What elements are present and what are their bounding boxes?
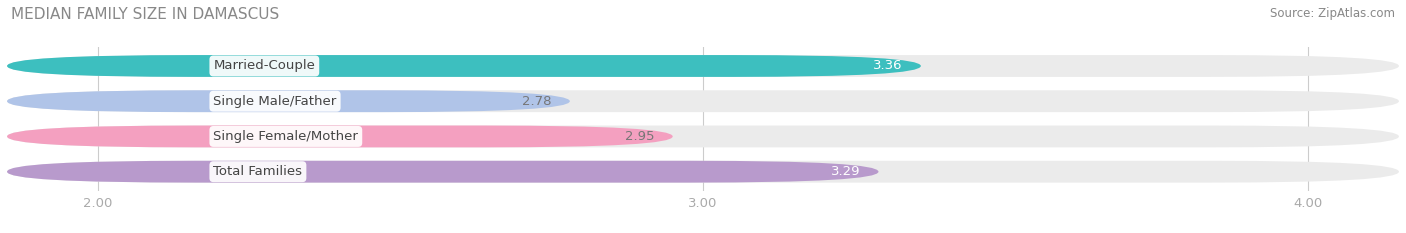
FancyBboxPatch shape [7, 126, 672, 147]
FancyBboxPatch shape [7, 55, 1399, 77]
Text: 2.95: 2.95 [626, 130, 655, 143]
FancyBboxPatch shape [7, 126, 1399, 147]
Text: 3.29: 3.29 [831, 165, 860, 178]
Text: Single Male/Father: Single Male/Father [214, 95, 336, 108]
Text: 2.78: 2.78 [522, 95, 551, 108]
FancyBboxPatch shape [7, 90, 569, 112]
Text: Single Female/Mother: Single Female/Mother [214, 130, 359, 143]
FancyBboxPatch shape [7, 161, 879, 183]
FancyBboxPatch shape [7, 90, 1399, 112]
Text: Married-Couple: Married-Couple [214, 59, 315, 72]
FancyBboxPatch shape [7, 161, 1399, 183]
Text: MEDIAN FAMILY SIZE IN DAMASCUS: MEDIAN FAMILY SIZE IN DAMASCUS [11, 7, 280, 22]
Text: Source: ZipAtlas.com: Source: ZipAtlas.com [1270, 7, 1395, 20]
Text: 3.36: 3.36 [873, 59, 903, 72]
Text: Total Families: Total Families [214, 165, 302, 178]
FancyBboxPatch shape [7, 55, 921, 77]
